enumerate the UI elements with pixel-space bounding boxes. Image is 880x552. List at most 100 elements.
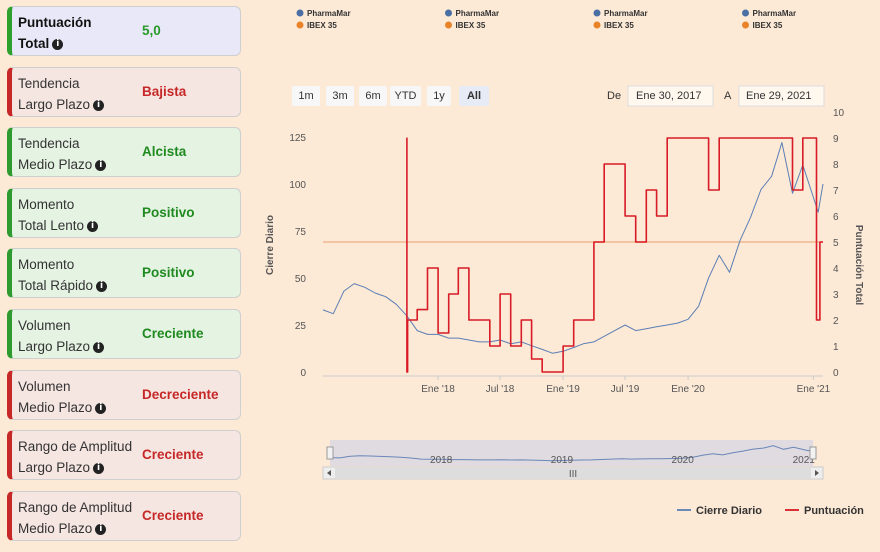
y-right-tick: 2 [833,316,839,327]
to-date-input-box[interactable] [738,85,825,107]
from-date-input[interactable]: Ene 30, 2017 [636,90,701,102]
range-button-label[interactable]: 1y [433,90,445,102]
range-button-1m[interactable] [292,86,320,106]
indicator-label-line2: Total [18,36,50,51]
series-line-puntuaci-n [406,137,823,373]
info-icon[interactable]: i [96,281,108,293]
indicator-label-line2: Medio Plazo [18,157,93,173]
from-label: De [607,90,621,102]
y-left-tick: 50 [295,274,307,285]
indicator-label: Volumen Largo Plazo i [18,315,148,357]
legend-marker[interactable] [593,9,601,17]
legend-marker[interactable] [445,9,452,17]
indicator-card: Rango de Amplitud Medio Plazo i Creciente [7,490,241,541]
indicator-label-line1: Tendencia [18,75,80,91]
indicator-value: Creciente [142,507,204,523]
legend-marker[interactable] [593,21,601,29]
scroll-right-arrow-icon[interactable] [815,470,819,476]
x-tick-label: Jul '18 [486,384,515,395]
info-icon[interactable]: i [95,402,107,414]
scrollbar-thumb[interactable] [335,467,811,479]
y-right-tick: 10 [833,108,845,119]
indicator-card: Puntuación Total i 5,0 [7,6,241,56]
range-button-all[interactable] [459,86,489,106]
info-icon[interactable]: i [95,160,107,172]
indicator-card: Rango de Amplitud Largo Plazo i Creciente [7,430,241,481]
navigator[interactable]: 2018 2019 2020 2021 III [322,440,824,480]
info-icon[interactable]: i [93,99,105,111]
legend-label[interactable]: PharmaMar [456,9,500,18]
to-label: A [724,90,732,102]
legend-marker[interactable] [445,21,452,29]
legend-marker[interactable] [742,9,749,17]
range-button-3m[interactable] [326,86,354,106]
info-icon[interactable]: i [93,463,105,475]
range-button-1y[interactable] [427,86,451,106]
range-button-label[interactable]: All [467,90,481,102]
indicator-label: Tendencia Medio Plazo i [18,133,148,175]
y-left-tick: 25 [295,321,307,332]
indicator-card: Volumen Largo Plazo i Creciente [7,309,241,359]
indicator-label-line2: Largo Plazo [18,96,91,112]
indicator-label-line1: Rango de Amplitud [18,499,133,515]
info-icon[interactable]: i [95,523,107,535]
bottom-legend-label[interactable]: Puntuación [804,505,864,517]
y-right-tick: 8 [833,160,839,171]
navigator-series [329,445,814,462]
y-right-tick: 7 [833,186,839,197]
scrollbar-grip[interactable]: III [569,469,577,480]
legend-label[interactable]: IBEX 35 [307,21,337,30]
legend-label[interactable]: IBEX 35 [753,21,783,30]
info-icon[interactable]: i [93,341,105,353]
to-date-input[interactable]: Ene 29, 2021 [746,90,811,102]
from-date-input-box[interactable] [627,85,714,107]
indicator-label: Momento Total Lento i [18,194,148,236]
legend-marker[interactable] [296,9,304,17]
y-right-tick: 3 [833,290,839,301]
indicator-card: Momento Total Rápido i Positivo [7,248,241,299]
navigator-year-label: 2020 [672,455,695,466]
range-button-label[interactable]: YTD [395,90,417,102]
x-tick-label: Ene '18 [421,384,455,395]
indicator-value: Positivo [142,204,195,220]
info-icon[interactable]: i [87,220,99,232]
range-button-label[interactable]: 6m [365,90,380,102]
indicator-label-line2: Medio Plazo [18,520,93,536]
range-button-ytd[interactable] [390,86,421,106]
date-range-inputs: De Ene 30, 2017 A Ene 29, 2021 [607,85,825,107]
bottom-legend: Cierre Diario Puntuación [677,505,864,517]
legend-marker[interactable] [296,21,304,29]
range-button-label[interactable]: 1m [298,90,313,102]
info-icon[interactable]: i [52,38,64,50]
stock-chart: PharmaMar IBEX 35 PharmaMar IBEX 35 PharmaMa… [265,9,864,517]
legend-marker[interactable] [742,21,749,29]
y-right-tick: 4 [833,264,839,275]
indicator-label-line1: Momento [18,257,75,273]
indicator-card: Tendencia Largo Plazo i Bajista [7,66,241,117]
navigator-handle[interactable] [809,446,817,460]
legend-label[interactable]: IBEX 35 [604,21,634,30]
indicator-label-line2: Medio Plazo [18,399,93,415]
indicator-card: Momento Total Lento i Positivo [7,187,241,238]
range-button-label[interactable]: 3m [332,90,347,102]
indicator-label-line2: Largo Plazo [18,460,91,476]
legend-label[interactable]: IBEX 35 [456,21,486,30]
navigator-handle[interactable] [326,446,334,460]
bottom-legend-label[interactable]: Cierre Diario [696,505,762,517]
indicator-label-line2: Largo Plazo [18,339,91,354]
indicator-label-line1: Tendencia [18,136,80,152]
y-right-tick: 9 [833,134,839,145]
y-left-tick: 100 [289,180,306,191]
indicator-label-line1: Momento [18,196,75,212]
range-button-6m[interactable] [359,86,387,106]
navigator-year-label: 2021 [793,455,816,466]
legend-label[interactable]: PharmaMar [604,9,648,18]
legend-label[interactable]: PharmaMar [753,9,797,18]
x-tick-label: Ene '21 [797,384,831,395]
y-right-tick: 5 [833,238,839,249]
indicator-label-line1: Volumen [18,318,71,333]
y-left-tick: 75 [295,227,307,238]
legend-label[interactable]: PharmaMar [307,9,351,18]
indicator-value: 5,0 [142,23,161,38]
scroll-left-arrow-icon[interactable] [327,470,331,476]
